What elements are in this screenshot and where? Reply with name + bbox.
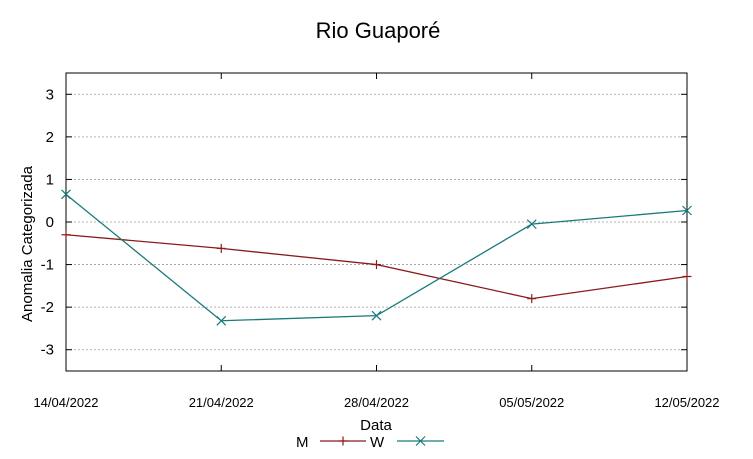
data-point-w xyxy=(682,205,692,216)
data-point-w xyxy=(216,315,227,326)
data-point-m xyxy=(372,260,381,270)
legend-label-w: W xyxy=(370,434,385,451)
x-tick-label: 14/04/2022 xyxy=(33,395,98,410)
legend-label-m: M xyxy=(296,434,309,451)
series-line-w xyxy=(65,193,688,322)
series-group xyxy=(61,189,692,326)
legend-marker-w xyxy=(415,436,426,446)
y-tick-label: 0 xyxy=(46,214,54,231)
y-axis-label: Anomalia Categorizada xyxy=(19,165,36,322)
x-tick-label: 12/05/2022 xyxy=(654,395,719,410)
x-axis: 14/04/2022 21/04/2022 28/04/2022 05/05/2022… xyxy=(33,73,720,410)
y-tick-label: 3 xyxy=(46,86,54,103)
grid-lines xyxy=(66,93,687,351)
x-tick-label: 28/04/2022 xyxy=(344,395,409,410)
legend-swatch-w xyxy=(397,436,444,446)
y-tick-label: -1 xyxy=(41,257,54,274)
data-point-m xyxy=(61,230,71,240)
data-point-w xyxy=(371,310,382,321)
y-tick-label: 1 xyxy=(46,171,54,188)
x-tick-label: 05/05/2022 xyxy=(499,395,564,410)
legend-marker-m xyxy=(338,436,348,446)
legend-swatch-m xyxy=(320,436,366,446)
y-tick-label: -2 xyxy=(41,299,54,316)
x-tick-label: 21/04/2022 xyxy=(189,395,254,410)
data-point-m xyxy=(527,294,537,304)
y-tick-label: 2 xyxy=(46,129,54,146)
legend: M W xyxy=(296,434,444,451)
data-point-m xyxy=(216,243,226,253)
x-axis-label: Data xyxy=(360,417,392,434)
y-axis: 3 2 1 0 -1 -2 -3 xyxy=(41,86,687,359)
chart-title: Rio Guaporé xyxy=(316,18,441,43)
data-point-w xyxy=(526,219,537,230)
data-point-m xyxy=(682,271,692,281)
data-point-w xyxy=(61,189,71,200)
y-tick-label: -3 xyxy=(41,342,54,359)
